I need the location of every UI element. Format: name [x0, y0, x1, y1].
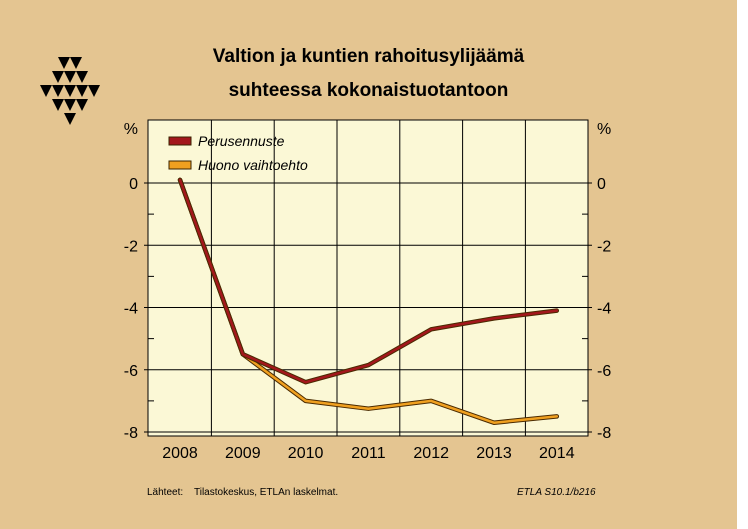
- source-label: Lähteet:: [147, 487, 184, 498]
- series-point: [556, 415, 558, 418]
- y-tick-label-right: -4: [597, 301, 611, 318]
- x-tick-label: 2012: [413, 445, 449, 462]
- x-tick-label: 2010: [288, 445, 324, 462]
- legend-swatch: [168, 136, 192, 146]
- series-point: [367, 407, 370, 410]
- series-point: [304, 400, 307, 402]
- series-point: [493, 421, 495, 424]
- series-point: [304, 381, 307, 384]
- y-tick-label-right: -6: [597, 363, 611, 380]
- series-point: [430, 400, 433, 402]
- chart-title-line-2: suhteessa kokonaistuotantoon: [228, 80, 509, 101]
- series-point: [367, 364, 370, 366]
- x-tick-label: 2014: [539, 445, 575, 462]
- y-tick-label-left: -4: [124, 301, 138, 318]
- y-tick-label-right: -8: [597, 425, 611, 442]
- y-tick-label-left: -6: [124, 363, 138, 380]
- y-tick-label-left: -2: [124, 238, 138, 255]
- plot-area: [147, 119, 589, 437]
- source-text: Tilastokeskus, ETLAn laskelmat.: [194, 487, 339, 498]
- series-point: [242, 353, 244, 355]
- etla-logo-icon: [40, 57, 100, 125]
- y-tick-label-right: 0: [597, 176, 606, 193]
- y-tick-label-right: -2: [597, 238, 611, 255]
- series-point: [556, 309, 558, 312]
- legend-label: Huono vaihtoehto: [198, 157, 308, 173]
- legend-label: Perusennuste: [198, 133, 285, 149]
- x-tick-label: 2013: [476, 445, 512, 462]
- y-unit-label-right: %: [597, 121, 611, 138]
- y-unit-label-left: %: [124, 121, 138, 138]
- x-tick-label: 2009: [225, 445, 261, 462]
- chart-code: ETLA S10.1/b216: [517, 487, 596, 498]
- series-point: [430, 328, 433, 331]
- x-tick-label: 2011: [351, 445, 386, 462]
- y-tick-label-left: 0: [129, 176, 138, 193]
- chart-title-line-1: Valtion ja kuntien rahoitusylijäämä: [212, 46, 525, 67]
- x-tick-label: 2008: [162, 445, 198, 462]
- y-tick-label-left: -8: [124, 425, 138, 442]
- series-point: [493, 317, 495, 320]
- series-point: [179, 179, 181, 181]
- legend-swatch: [168, 160, 192, 170]
